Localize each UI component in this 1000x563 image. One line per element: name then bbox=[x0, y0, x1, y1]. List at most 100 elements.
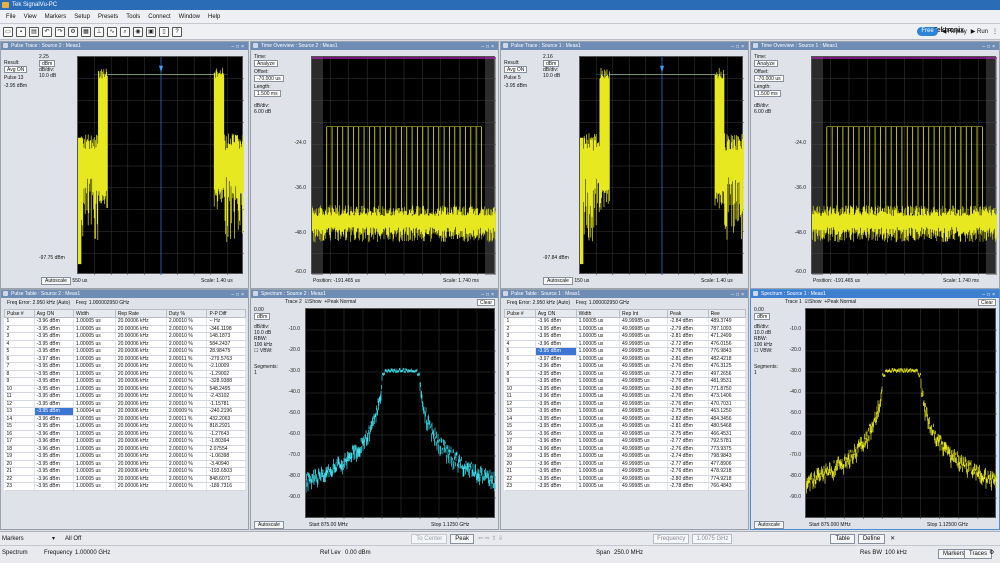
table-cell[interactable]: 1.00005 us bbox=[73, 482, 116, 491]
span-value[interactable]: 250.0 MHz bbox=[614, 550, 644, 556]
table-cell[interactable]: 20.00006 kHz bbox=[115, 422, 167, 431]
reflev-value[interactable]: 0.00 dBm bbox=[345, 550, 371, 556]
table-cell[interactable]: -3.96 dBm bbox=[34, 415, 74, 423]
table-cell[interactable]: 2.00010 % bbox=[166, 332, 208, 341]
spectrum-plot[interactable] bbox=[305, 308, 496, 519]
table-cell[interactable]: 1.00005 us bbox=[73, 377, 116, 386]
column-header[interactable]: Rep Rate bbox=[114, 309, 167, 318]
zoom-icon[interactable]: ⌕ bbox=[120, 26, 130, 37]
table-cell[interactable]: -3.95 dBm bbox=[34, 362, 74, 371]
table-cell[interactable]: 2.00010 % bbox=[166, 482, 208, 491]
table-cell[interactable]: 22 bbox=[504, 475, 536, 483]
table-cell[interactable]: 1.00005 us bbox=[73, 415, 116, 423]
table-cell[interactable]: 432.2063 bbox=[206, 415, 246, 423]
table-cell[interactable]: 1.00005 us bbox=[576, 430, 621, 438]
table-cell[interactable]: -3.95 dBm bbox=[535, 370, 577, 378]
table-cell[interactable]: -193.6503 bbox=[206, 467, 246, 476]
acquire-icon[interactable]: ▦ bbox=[81, 26, 91, 37]
table-cell[interactable]: 20.00006 kHz bbox=[115, 377, 167, 386]
trace-select[interactable]: Trace 1 bbox=[785, 299, 802, 305]
table-cell[interactable]: 49.99985 us bbox=[619, 347, 668, 356]
scale-value[interactable]: 1.40 us bbox=[716, 278, 733, 284]
table-cell[interactable]: -2.78 dBm bbox=[667, 482, 709, 491]
table-row[interactable]: 1 -3.96 dBm 1.00005 us 20.00006 kHz 2.00010 … bbox=[4, 317, 246, 326]
peak-button[interactable]: Peak bbox=[450, 533, 474, 544]
menu-connect[interactable]: Connect bbox=[148, 13, 171, 20]
table-cell[interactable]: 49.99985 us bbox=[619, 452, 668, 461]
scale-value[interactable]: 1.740 ms bbox=[458, 278, 479, 284]
table-cell[interactable]: 2.00010 % bbox=[166, 347, 208, 356]
trace-icon[interactable]: ∿ bbox=[107, 26, 117, 37]
frequency-field[interactable]: Frequency bbox=[653, 533, 690, 544]
length-input[interactable]: 1.500 ms bbox=[754, 90, 781, 97]
menu-window[interactable]: Window bbox=[178, 13, 200, 20]
table-cell[interactable]: -240.2196 bbox=[206, 407, 246, 416]
table-cell[interactable]: 49.99985 us bbox=[619, 422, 668, 431]
table-cell[interactable]: 1.00005 us bbox=[576, 392, 621, 401]
table-row[interactable]: 6 -3.97 dBm 1.00005 us 49.99985 us -2.81 dBm… bbox=[504, 355, 747, 363]
table-cell[interactable]: -3.96 dBm bbox=[535, 445, 577, 453]
frequency-value-field[interactable]: 1.0075 GHz bbox=[692, 533, 733, 544]
table-cell[interactable]: 49.99985 us bbox=[619, 482, 668, 491]
table-cell[interactable]: -2.82 dBm bbox=[667, 415, 709, 423]
table-cell[interactable]: 20.00006 kHz bbox=[115, 370, 167, 378]
resbw-value[interactable]: 100 kHz bbox=[885, 550, 908, 556]
dbdiv-value[interactable]: 6.00 dB bbox=[254, 109, 272, 115]
table-cell[interactable]: 20.00006 kHz bbox=[115, 347, 167, 356]
table-row[interactable]: 19 -3.95 dBm 1.00005 us 49.99985 us -2.74 dB… bbox=[504, 452, 747, 461]
print-icon[interactable]: ▤ bbox=[29, 26, 39, 37]
table-cell[interactable]: 20.00006 kHz bbox=[115, 475, 167, 483]
table-cell[interactable]: 477.8906 bbox=[708, 460, 747, 468]
table-cell[interactable]: -3.95 dBm bbox=[535, 347, 577, 356]
table-cell[interactable]: -3.95 dBm bbox=[535, 407, 577, 416]
table-cell[interactable]: 2.00010 % bbox=[166, 452, 208, 461]
column-header[interactable]: P-P Diff bbox=[206, 309, 246, 318]
table-cell[interactable]: 3 bbox=[504, 332, 536, 341]
table-cell[interactable]: -2.76 dBm bbox=[667, 400, 709, 408]
table-cell[interactable]: -3.96 dBm bbox=[34, 437, 74, 446]
menu-file[interactable]: File bbox=[6, 13, 16, 20]
table-cell[interactable]: -2.77 dBm bbox=[667, 460, 709, 468]
camera-icon[interactable]: ◉ bbox=[133, 26, 143, 37]
table-row[interactable]: 15 -3.95 dBm 1.00005 us 49.99985 us -2.81 dB… bbox=[504, 422, 747, 431]
table-cell[interactable]: -3.95 dBm bbox=[535, 325, 577, 333]
table-cell[interactable]: 1.00005 us bbox=[576, 467, 621, 476]
table-cell[interactable]: -3.96 dBm bbox=[535, 430, 577, 438]
table-cell[interactable]: 20.00006 kHz bbox=[115, 325, 167, 333]
table-cell[interactable]: 21 bbox=[504, 467, 536, 476]
table-cell[interactable]: -2.10009 bbox=[206, 362, 246, 371]
table-cell[interactable]: -3.95 dBm bbox=[34, 422, 74, 431]
table-cell[interactable]: -3.96 dBm bbox=[34, 430, 74, 438]
table-cell[interactable]: 49.99985 us bbox=[619, 445, 668, 453]
table-row[interactable]: 13 -3.95 dBm 1.00005 us 49.99985 us -2.75 dB… bbox=[504, 407, 747, 416]
table-row[interactable]: 18 -3.96 dBm 1.00005 us 49.99985 us -2.76 dB… bbox=[504, 445, 747, 453]
table-button[interactable]: Table bbox=[830, 533, 855, 544]
settings-icon[interactable]: ⚙ bbox=[68, 26, 78, 37]
table-cell[interactable]: 18 bbox=[4, 445, 35, 453]
table-cell[interactable]: 481.9531 bbox=[708, 377, 747, 386]
marker-icon[interactable]: ⊥ bbox=[94, 26, 104, 37]
table-cell[interactable]: 1.00005 us bbox=[576, 347, 621, 356]
table-cell[interactable]: 49.99985 us bbox=[619, 437, 668, 446]
table-cell[interactable]: 18 bbox=[504, 445, 536, 453]
table-row[interactable]: 23 -3.95 dBm 1.00005 us 49.99985 us -2.78 dB… bbox=[504, 482, 747, 491]
position-value[interactable]: 550 us bbox=[72, 278, 88, 284]
scale-value[interactable]: 1.40 us bbox=[216, 278, 233, 284]
table-cell[interactable]: 49.99985 us bbox=[619, 370, 668, 378]
table-cell[interactable]: -- Hz bbox=[206, 317, 246, 326]
table-cell[interactable]: 20.00006 kHz bbox=[115, 332, 167, 341]
dbdiv-value[interactable]: 10.0 dB bbox=[39, 73, 57, 79]
table-cell[interactable]: -3.95 dBm bbox=[535, 385, 577, 393]
table-cell[interactable]: -3.40940 bbox=[206, 460, 246, 468]
table-cell[interactable]: -3.95 dBm bbox=[535, 400, 577, 408]
table-cell[interactable]: -3.96 dBm bbox=[535, 437, 577, 446]
table-cell[interactable]: 12 bbox=[4, 400, 35, 408]
table-cell[interactable]: 1.00005 us bbox=[576, 407, 621, 416]
table-row[interactable]: 14 -3.96 dBm 1.00005 us 20.00006 kHz 2.00011… bbox=[4, 415, 246, 423]
table-cell[interactable]: 13 bbox=[4, 407, 35, 416]
window-controls-icon[interactable]: –□× bbox=[982, 44, 997, 50]
show-checkbox-icon[interactable]: ☑ bbox=[304, 299, 310, 305]
table-cell[interactable]: 49.99985 us bbox=[619, 385, 668, 393]
table-cell[interactable]: 20.00006 kHz bbox=[115, 452, 167, 461]
table-cell[interactable]: 14 bbox=[504, 415, 536, 423]
